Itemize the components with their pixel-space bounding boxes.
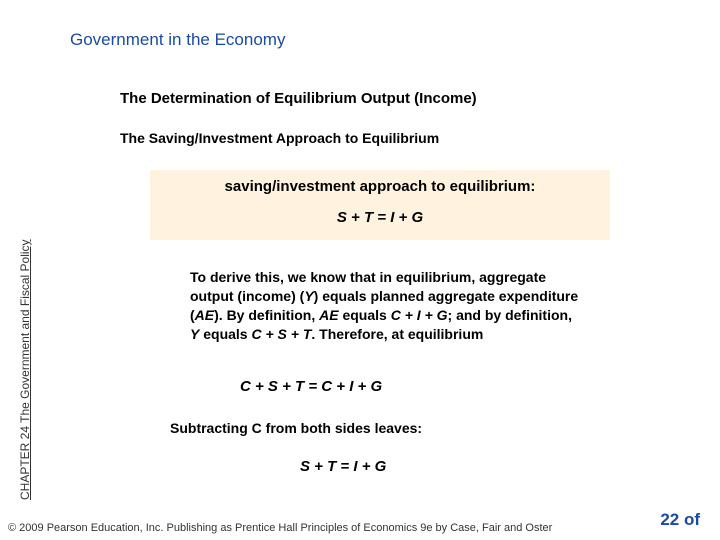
subtracting-text: Subtracting C from both sides leaves: [170, 420, 422, 436]
equation-full: C + S + T = C + I + G [240, 378, 382, 395]
subheading-saving-approach: The Saving/Investment Approach to Equili… [120, 130, 439, 146]
derivation-paragraph: To derive this, we know that in equilibr… [190, 268, 580, 344]
equation-final: S + T = I + G [300, 458, 386, 475]
copyright-footer: © 2009 Pearson Education, Inc. Publishin… [8, 522, 552, 534]
section-title: Government in the Economy [70, 30, 285, 50]
subheading-determination: The Determination of Equilibrium Output … [120, 90, 477, 107]
highlight-equation: S + T = I + G [170, 209, 590, 226]
page-number: 22 of [660, 510, 700, 530]
highlight-label: saving/investment approach to equilibriu… [170, 178, 590, 195]
highlight-box: saving/investment approach to equilibriu… [150, 170, 610, 240]
chapter-sidebar-label: CHAPTER 24 The Government and Fiscal Pol… [18, 239, 32, 500]
